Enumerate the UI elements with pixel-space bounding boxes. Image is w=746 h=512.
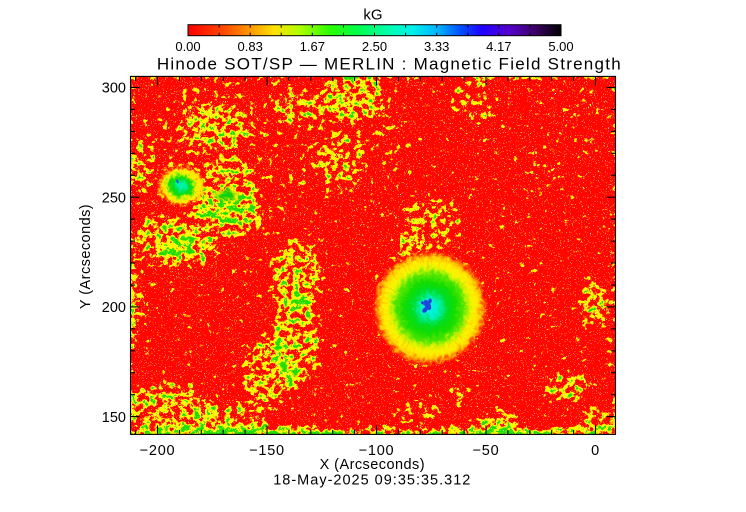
svg-text:5.00: 5.00 (548, 39, 573, 54)
svg-text:Y (Arcseconds): Y (Arcseconds) (78, 204, 94, 309)
svg-text:200: 200 (102, 300, 126, 316)
svg-text:0.83: 0.83 (238, 39, 263, 54)
svg-text:−50: −50 (473, 443, 500, 459)
svg-text:3.33: 3.33 (424, 39, 449, 54)
svg-text:−200: −200 (140, 443, 175, 459)
svg-text:4.17: 4.17 (486, 39, 511, 54)
svg-text:X (Arcseconds): X (Arcseconds) (320, 457, 425, 473)
svg-text:300: 300 (102, 81, 126, 97)
svg-text:Hinode SOT/SP — MERLIN : Magne: Hinode SOT/SP — MERLIN : Magnetic Field … (157, 55, 622, 74)
svg-text:1.67: 1.67 (300, 39, 325, 54)
svg-text:−100: −100 (359, 443, 394, 459)
svg-text:0.00: 0.00 (175, 39, 200, 54)
svg-text:kG: kG (363, 7, 382, 24)
svg-text:150: 150 (102, 410, 126, 426)
svg-text:2.50: 2.50 (362, 39, 387, 54)
svg-text:18-May-2025 09:35:35.312: 18-May-2025 09:35:35.312 (273, 473, 471, 489)
svg-text:−150: −150 (249, 443, 284, 459)
svg-text:0: 0 (591, 443, 600, 459)
svg-text:250: 250 (102, 190, 126, 206)
